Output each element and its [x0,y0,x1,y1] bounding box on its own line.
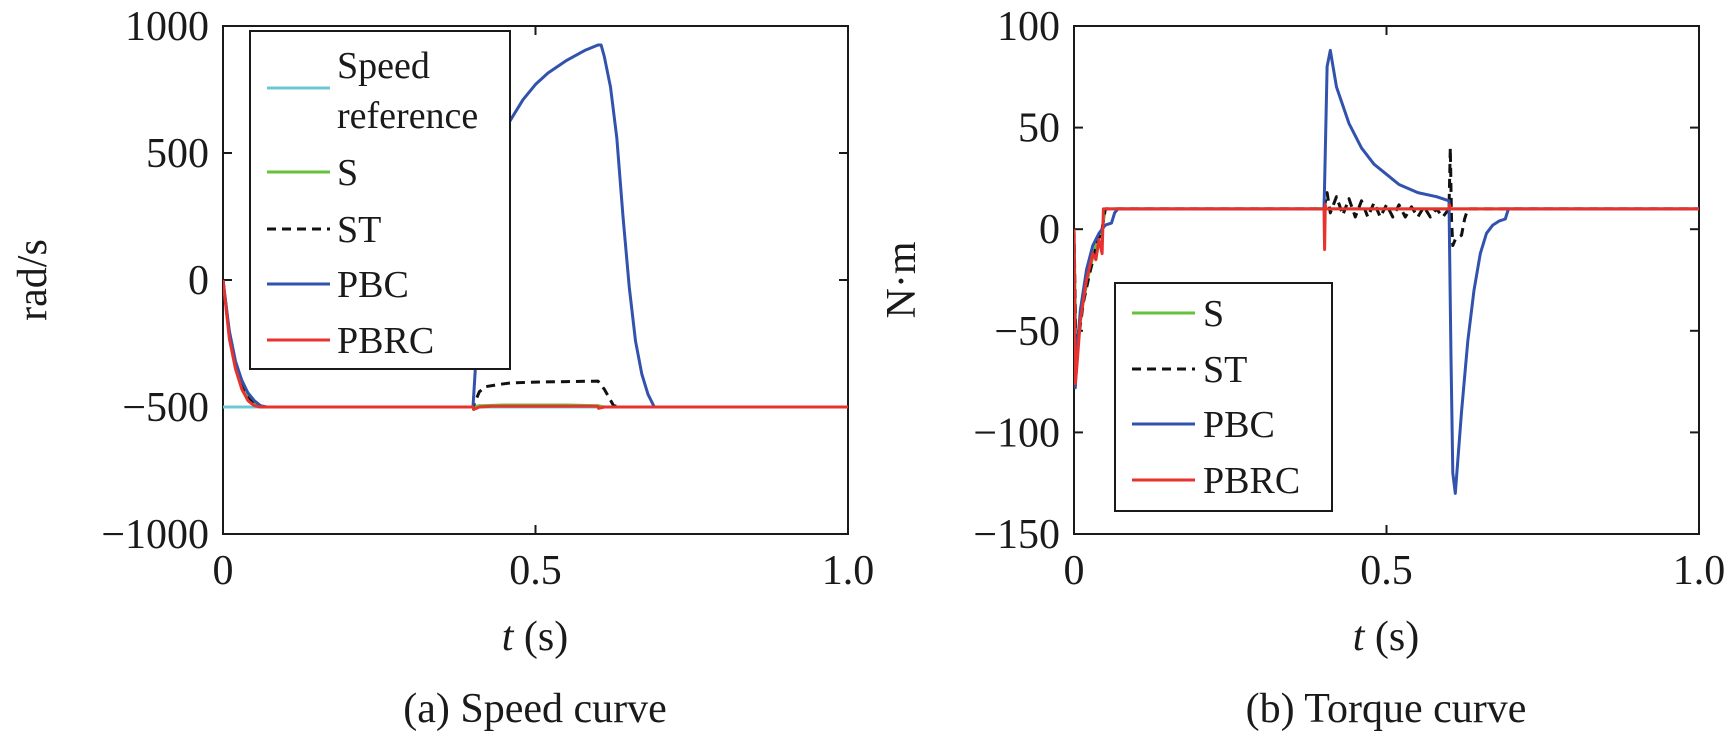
x-axis-unit-a: (s) [513,614,568,660]
legend-a: Speed reference S ST PBC PBRC [249,30,511,370]
y-tick-label: −150 [973,512,1060,558]
legend-label-pbrc-a: PBRC [337,320,434,362]
x-tick-label: 1.0 [1673,548,1726,594]
caption-a: (a) Speed curve [403,686,667,732]
y-tick-label: −50 [994,309,1060,355]
y-tick-label: 100 [997,4,1060,50]
y-tick-label: −1000 [101,512,209,558]
legend-label-pbc-b: PBC [1203,404,1275,446]
legend-label-st-b: ST [1203,349,1247,391]
legend-label-pbc-a: PBC [337,264,409,306]
series-group-b [1074,48,1699,495]
x-axis-var-a: t [502,614,515,660]
series-line-pbc [223,43,848,409]
legend-box-b [1114,282,1333,512]
legend-label-pbrc-b: PBRC [1203,460,1300,502]
y-tick-label: 50 [1018,106,1060,152]
series-line-pbrc [223,279,848,411]
y-tick-label: 1000 [125,4,209,50]
legend-label-speed-reference-line1: Speed [337,45,430,87]
x-axis-unit-b: (s) [1364,614,1419,660]
x-tick-label: 0.5 [509,548,562,594]
legend-b: S ST PBC PBRC [1114,282,1333,512]
x-axis-label-a: t (s) [502,614,569,660]
caption-b: (b) Torque curve [1246,686,1527,732]
legend-label-s-a: S [337,152,358,194]
legend-label-s-b: S [1203,293,1224,335]
y-axis-label-b: N·m [879,241,925,318]
x-tick-label: 0 [213,548,234,594]
panel-b: 0 0.5 1.0 100 50 0 −50 −100 −150 N·m t (s) (b) T… [879,4,1725,732]
x-axis-var-b: t [1353,614,1366,660]
legend-label-speed-reference-line2: reference [337,95,478,137]
ticks-b: 0 0.5 1.0 100 50 0 −50 −100 −150 [973,4,1725,594]
series-line-pbrc [1074,203,1699,386]
y-tick-label: 0 [188,258,209,304]
y-tick-label: −100 [973,410,1060,456]
y-tick-label: 500 [146,131,209,177]
ticks-a: 0 0.5 1.0 1000 500 0 −500 −1000 [101,4,874,594]
y-axis-label-a: rad/s [10,239,56,321]
y-tick-label: −500 [122,385,209,431]
x-tick-label: 0 [1064,548,1085,594]
y-tick-label: 0 [1039,207,1060,253]
x-tick-label: 0.5 [1360,548,1413,594]
x-tick-label: 1.0 [822,548,875,594]
x-axis-label-b: t (s) [1353,614,1420,660]
panel-a: 0 0.5 1.0 1000 500 0 −500 −1000 rad/s t (s) (a)… [10,4,874,732]
series-line-pbc [1074,48,1699,495]
legend-label-st-a: ST [337,209,381,251]
series-group-a [223,43,848,411]
